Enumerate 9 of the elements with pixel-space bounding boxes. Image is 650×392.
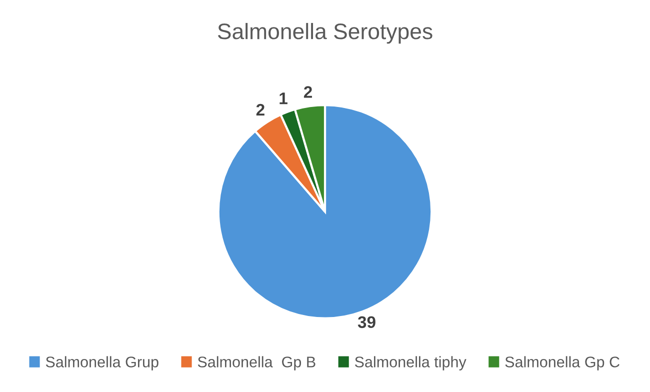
legend-label: Salmonella tiphy	[354, 356, 466, 370]
data-label: 2	[304, 86, 312, 98]
data-label: 1	[280, 92, 288, 104]
data-label: 39	[358, 316, 376, 328]
data-label: 2	[256, 104, 264, 116]
legend-label: Salmonella Gp C	[505, 356, 620, 370]
legend-label: Salmonella Grup	[46, 356, 158, 370]
legend-label: Salmonella Gp B	[198, 356, 316, 370]
chart-title: Salmonella Serotypes	[218, 22, 432, 44]
